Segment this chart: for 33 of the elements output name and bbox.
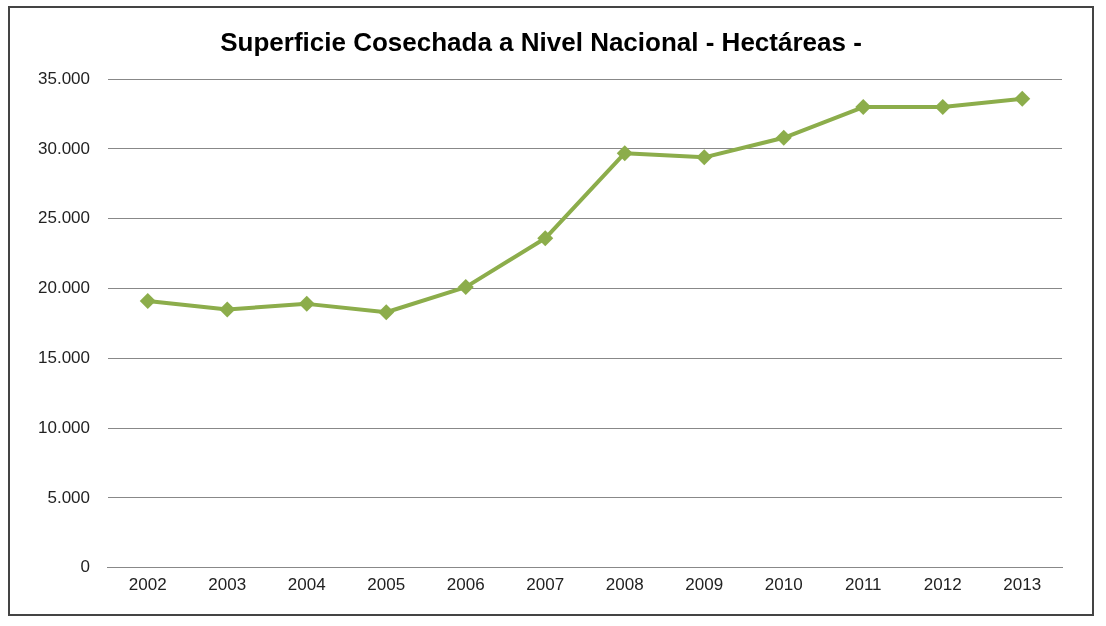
x-tick-label: 2013 [1003,575,1042,595]
x-tick-label: 2009 [685,575,724,595]
y-tick-label: 30.000 [38,138,90,158]
point [696,149,713,166]
y-tick-label: 20.000 [38,278,90,298]
x-tick-label: 2008 [605,575,644,595]
x-tick-label: 2006 [446,575,485,595]
y-tick-label: 15.000 [38,347,90,367]
point [616,145,633,162]
point [219,301,236,318]
y-tick-label: 5.000 [47,487,90,507]
point [934,99,951,116]
x-tick-label: 2012 [923,575,962,595]
y-tick-label: 25.000 [38,208,90,228]
x-tick-label: 2010 [764,575,803,595]
x-tick-label: 2004 [287,575,326,595]
point [378,304,395,321]
x-tick-label: 2002 [128,575,167,595]
y-tick-label: 0 [80,557,90,577]
x-tick-label: 2007 [526,575,565,595]
point [298,295,315,312]
y-tick-label: 10.000 [38,417,90,437]
x-tick-label: 2005 [367,575,406,595]
point [457,279,474,296]
x-tick-label: 2003 [208,575,247,595]
x-tick-label: 2011 [844,575,882,595]
chart-title: Superficie Cosechada a Nivel Nacional - Hectáreas - [220,26,862,57]
point [537,230,554,247]
y-tick-label: 35.000 [38,68,90,88]
point [1014,90,1031,107]
point [775,129,792,146]
point [855,99,872,116]
point [139,293,156,310]
